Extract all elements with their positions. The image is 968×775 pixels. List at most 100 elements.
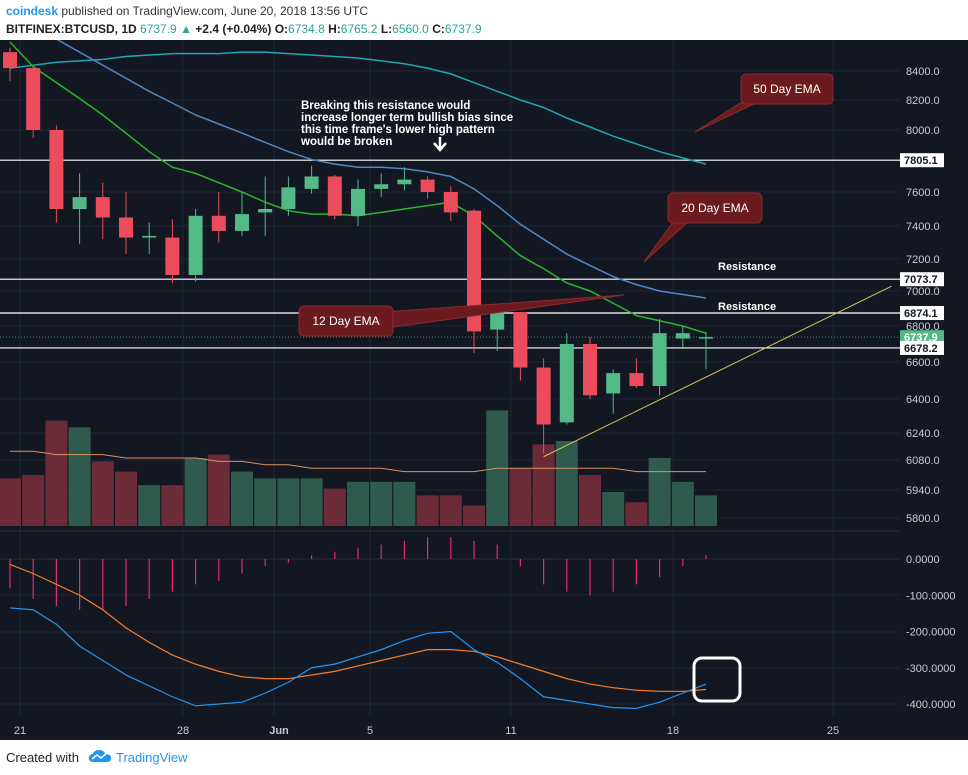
- candle-body: [235, 214, 249, 231]
- resistance-label: Resistance: [718, 261, 776, 273]
- candle-body: [583, 344, 597, 396]
- close-label: C:: [432, 22, 445, 36]
- time-tick-label: 21: [14, 725, 26, 737]
- callout-text: 50 Day EMA: [753, 82, 820, 96]
- volume-bar: [439, 495, 462, 526]
- price-tick-label: 8400.0: [906, 66, 940, 78]
- candle-body: [211, 215, 226, 231]
- time-axis[interactable]: 21 28 Jun 5 11 18 25: [14, 725, 839, 737]
- open-value: 6734.8: [288, 22, 325, 36]
- macd-tick-label: -300.0000: [906, 663, 956, 675]
- change-arrow-icon: ▲: [180, 22, 192, 36]
- open-label: O:: [274, 22, 289, 36]
- high-value: 6765.2: [340, 22, 378, 36]
- candle-body: [3, 52, 17, 69]
- candle-body: [629, 373, 644, 387]
- macd-tick-label: 0.0000: [906, 554, 940, 566]
- volume-bar: [347, 481, 369, 526]
- volume-panel: [0, 410, 717, 526]
- level-price-tag-bg: [900, 340, 944, 355]
- candle-body: [351, 188, 365, 216]
- last-price: 6737.9: [140, 22, 177, 36]
- ema50-line: [9, 51, 707, 165]
- price-panel[interactable]: [0, 40, 900, 458]
- candle-body: [675, 333, 690, 339]
- volume-bar: [138, 485, 161, 526]
- low-label: L:: [380, 22, 393, 36]
- macd-panel: [0, 537, 900, 709]
- symbol-line: BITFINEX:BTCUSD, 1D 6737.9 ▲ +2.4 (+0.04…: [6, 22, 482, 36]
- low-value: 6560.0: [392, 22, 429, 36]
- volume-bar: [555, 441, 578, 526]
- time-tick-label: Jun: [269, 725, 289, 737]
- price-tick-label: 5940.0: [906, 485, 940, 497]
- time-tick-label: 25: [827, 725, 839, 737]
- symbol-label: BITFINEX:BTCUSD, 1D: [6, 22, 137, 36]
- level-price-tag-bg: [900, 272, 944, 287]
- callout-box: [740, 73, 834, 105]
- volume-bar: [91, 461, 114, 526]
- candle-body: [443, 192, 458, 213]
- level-price-tag: 6874.1: [904, 308, 938, 320]
- level-price-tag: 7073.7: [904, 274, 938, 286]
- price-tick-label: 8200.0: [906, 95, 940, 107]
- crossover-highlight: [692, 656, 742, 703]
- volume-bar: [416, 495, 439, 526]
- volume-ma-line: [10, 450, 706, 473]
- price-tick-label: 6240.0: [906, 428, 940, 440]
- price-tick-label: 8000.0: [906, 125, 940, 137]
- annotations: 50 Day EMA 20 Day EMA 12 Day EMA Breaking t…: [298, 73, 834, 337]
- high-label: H:: [328, 22, 341, 36]
- price-axis[interactable]: 8400.0 8200.0 8000.0 7600.0 7400.0 7200.0 7000…: [900, 66, 956, 711]
- created-with-text: Created with: [6, 750, 79, 765]
- publish-line: coindesk published on TradingView.com, J…: [6, 4, 368, 18]
- price-tick-label: 6800.0: [906, 321, 940, 333]
- level-price-tag-bg: [900, 306, 944, 321]
- price-tick-label: 7200.0: [906, 254, 940, 266]
- published-text: published on TradingView.com, June 20, 2…: [61, 4, 369, 18]
- volume-bar: [68, 427, 91, 526]
- candle-body: [72, 197, 87, 209]
- trading-chart[interactable]: 8400.0 8200.0 8000.0 7600.0 7400.0 7200.0 7000…: [0, 40, 968, 740]
- volume-bar: [509, 468, 532, 526]
- resistance-note-text: increase longer term bullish bias since: [301, 112, 513, 124]
- chart-footer: Created with TradingView: [0, 740, 968, 775]
- tradingview-link[interactable]: TradingView: [116, 750, 188, 765]
- time-tick-label: 5: [367, 725, 373, 737]
- macd-tick-label: -100.0000: [906, 590, 956, 602]
- volume-bar: [323, 488, 346, 526]
- down-arrow-icon: [433, 137, 447, 152]
- callout-box: [667, 192, 763, 224]
- candle-body: [281, 187, 296, 209]
- price-tick-label: 6400.0: [906, 394, 940, 406]
- candle-body: [397, 179, 412, 185]
- macd-tick-label: -400.0000: [906, 699, 956, 711]
- support-trendline: [543, 285, 892, 458]
- chart-header: coindesk published on TradingView.com, J…: [0, 0, 968, 40]
- candle-body: [327, 176, 342, 216]
- volume-bar: [161, 485, 184, 526]
- resistance-note-text: this time frame's lower high pattern: [301, 124, 495, 136]
- candle-body: [188, 215, 203, 275]
- candle-body: [142, 235, 157, 238]
- candle-body: [652, 333, 667, 387]
- volume-bar: [231, 471, 253, 526]
- volume-bar: [532, 444, 555, 526]
- volume-bar: [579, 475, 601, 526]
- resistance-label: Resistance: [718, 301, 776, 313]
- level-price-tag-bg: [900, 153, 944, 168]
- price-tick-label: 7400.0: [906, 221, 940, 233]
- coindesk-brand[interactable]: coindesk: [6, 4, 59, 18]
- callout-text: 12 Day EMA: [312, 314, 379, 328]
- ema20-line: [56, 40, 707, 299]
- time-tick-label: 11: [505, 725, 516, 737]
- volume-bar: [625, 502, 648, 526]
- time-tick-label: 28: [177, 725, 189, 737]
- candle-body: [26, 68, 41, 130]
- candle-body: [420, 179, 435, 192]
- candle-body: [490, 312, 505, 330]
- candle-body: [165, 237, 180, 275]
- price-tick-label: 6600.0: [906, 357, 940, 369]
- volume-bar: [463, 505, 485, 526]
- resistance-note-text: would be broken: [300, 136, 392, 148]
